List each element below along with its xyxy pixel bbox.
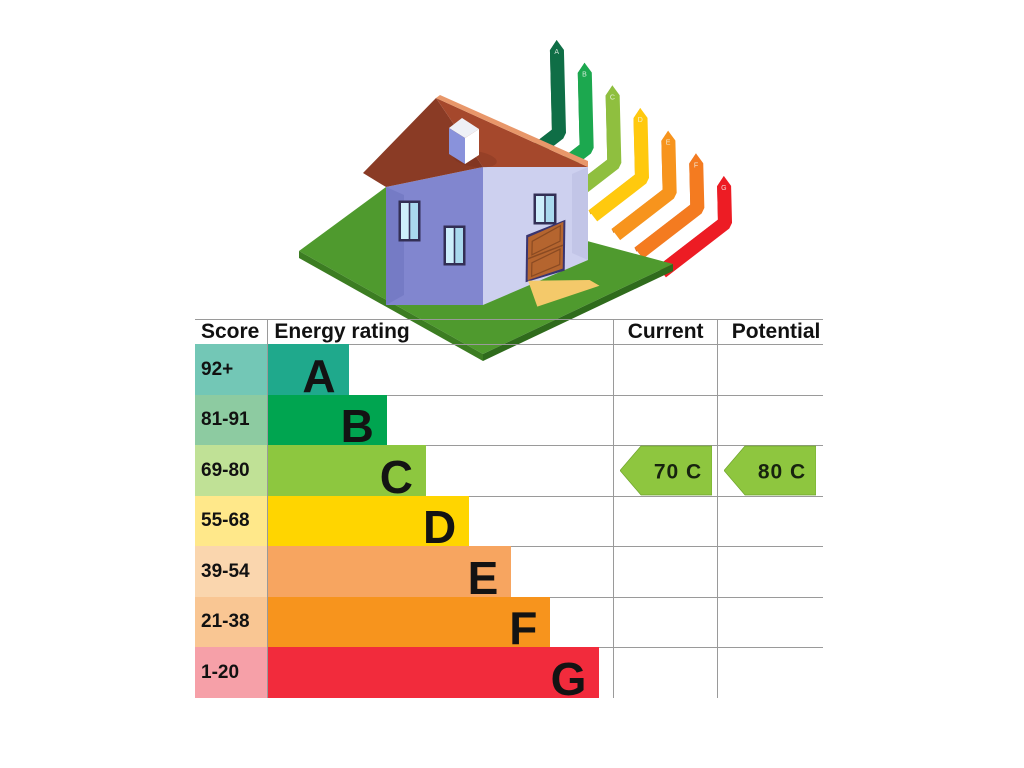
svg-text:80 C: 80 C	[758, 460, 806, 483]
svg-text:B: B	[582, 72, 587, 79]
svg-text:F: F	[694, 162, 698, 169]
svg-text:A: A	[554, 49, 559, 56]
svg-text:E: E	[666, 140, 671, 147]
svg-text:D: D	[638, 117, 643, 124]
svg-text:C: C	[610, 94, 615, 101]
svg-text:70 C: 70 C	[654, 460, 702, 483]
svg-text:G: G	[721, 185, 726, 192]
